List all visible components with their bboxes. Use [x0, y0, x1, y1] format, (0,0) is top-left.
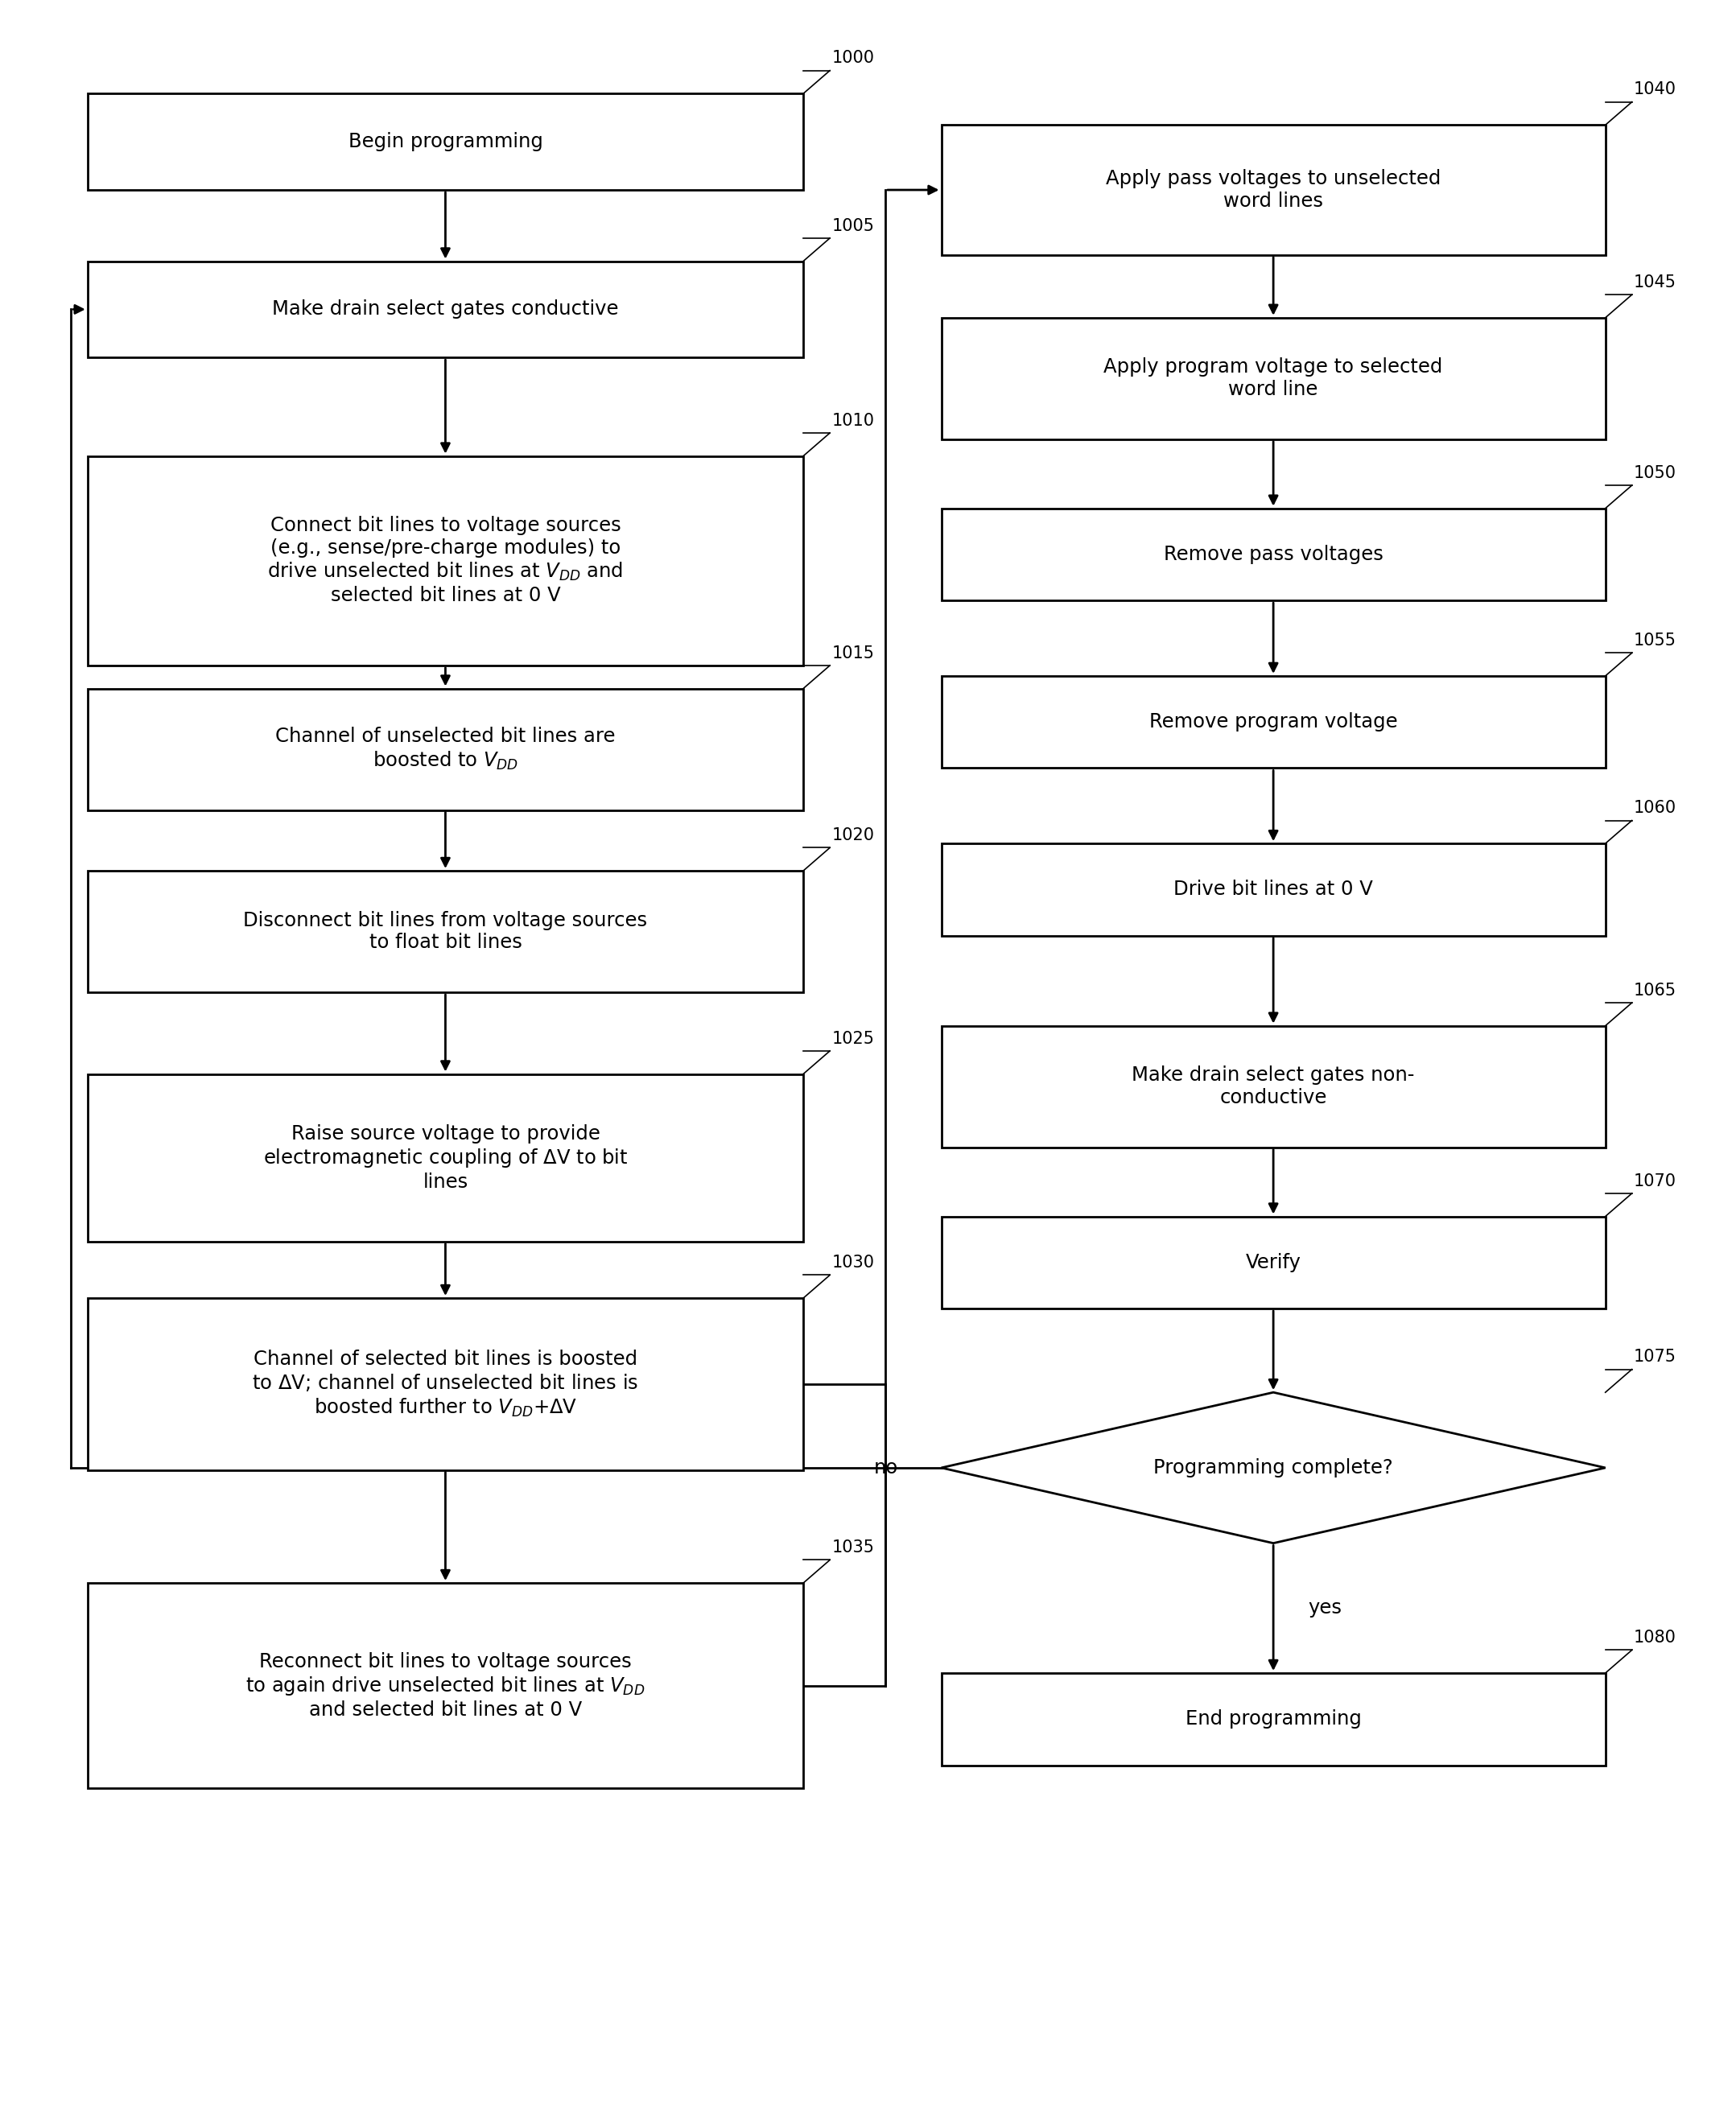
Text: 1060: 1060	[1634, 800, 1677, 817]
Bar	[87, 1074, 804, 1243]
Text: Make drain select gates conductive: Make drain select gates conductive	[273, 299, 618, 318]
Bar	[87, 457, 804, 665]
Bar	[941, 508, 1606, 600]
Bar	[941, 124, 1606, 255]
Text: Drive bit lines at 0 V: Drive bit lines at 0 V	[1174, 880, 1373, 899]
Text: 1065: 1065	[1634, 981, 1677, 998]
Text: 1045: 1045	[1634, 274, 1677, 291]
Bar	[87, 870, 804, 992]
Text: no: no	[873, 1457, 898, 1478]
Text: Disconnect bit lines from voltage sources
to float bit lines: Disconnect bit lines from voltage source…	[243, 910, 648, 952]
Bar	[87, 1584, 804, 1788]
Text: 1050: 1050	[1634, 465, 1677, 480]
Text: 1005: 1005	[832, 217, 875, 234]
Text: Channel of unselected bit lines are
boosted to $V_{DD}$: Channel of unselected bit lines are boos…	[276, 727, 616, 771]
Text: Connect bit lines to voltage sources
(e.g., sense/pre-charge modules) to
drive u: Connect bit lines to voltage sources (e.…	[267, 516, 623, 604]
Polygon shape	[941, 1392, 1606, 1544]
Text: yes: yes	[1307, 1598, 1342, 1617]
Bar	[941, 1217, 1606, 1308]
Text: 1035: 1035	[832, 1539, 875, 1556]
Text: 1070: 1070	[1634, 1173, 1677, 1190]
Text: 1015: 1015	[832, 644, 875, 661]
Text: Begin programming: Begin programming	[349, 133, 543, 152]
Text: Verify: Verify	[1245, 1253, 1300, 1272]
Text: 1000: 1000	[832, 51, 875, 65]
Bar	[87, 1297, 804, 1470]
Text: 1075: 1075	[1634, 1350, 1677, 1365]
Text: Remove pass voltages: Remove pass voltages	[1163, 545, 1384, 564]
Bar	[941, 845, 1606, 935]
Text: Make drain select gates non-
conductive: Make drain select gates non- conductive	[1132, 1066, 1415, 1108]
Bar	[941, 1672, 1606, 1765]
Text: End programming: End programming	[1186, 1710, 1361, 1729]
Text: Apply pass voltages to unselected
word lines: Apply pass voltages to unselected word l…	[1106, 168, 1441, 211]
Bar	[941, 676, 1606, 769]
Bar	[87, 93, 804, 190]
Bar	[941, 1026, 1606, 1148]
Text: 1020: 1020	[832, 828, 875, 845]
Bar	[87, 261, 804, 358]
Text: 1025: 1025	[832, 1030, 875, 1047]
Text: 1080: 1080	[1634, 1630, 1677, 1645]
Text: 1030: 1030	[832, 1255, 875, 1270]
Text: Remove program voltage: Remove program voltage	[1149, 712, 1397, 731]
Bar	[941, 318, 1606, 440]
Text: 1040: 1040	[1634, 82, 1677, 97]
Text: Raise source voltage to provide
electromagnetic coupling of $\Delta$V to bit
lin: Raise source voltage to provide electrom…	[262, 1125, 628, 1192]
Text: Channel of selected bit lines is boosted
to $\Delta$V; channel of unselected bit: Channel of selected bit lines is boosted…	[252, 1350, 639, 1419]
Text: Programming complete?: Programming complete?	[1153, 1457, 1394, 1478]
Text: Reconnect bit lines to voltage sources
to again drive unselected bit lines at $V: Reconnect bit lines to voltage sources t…	[247, 1651, 646, 1718]
Bar	[87, 689, 804, 811]
Text: 1055: 1055	[1634, 632, 1677, 649]
Text: Apply program voltage to selected
word line: Apply program voltage to selected word l…	[1104, 358, 1443, 400]
Text: 1010: 1010	[832, 413, 875, 430]
